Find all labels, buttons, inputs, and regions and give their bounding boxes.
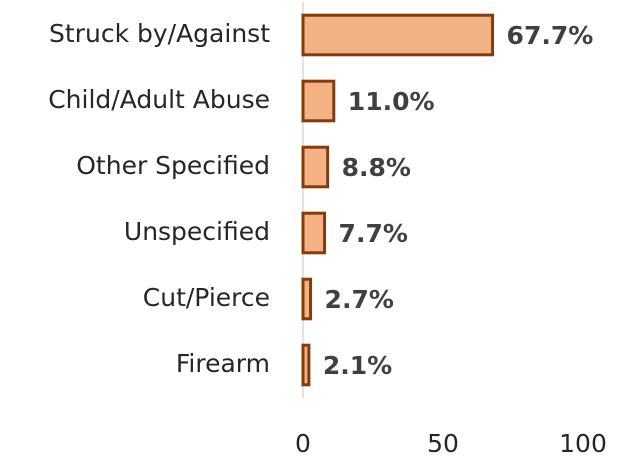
y-tick-label: Struck by/Against bbox=[49, 19, 270, 48]
y-tick-label: Other Specified bbox=[76, 151, 270, 180]
y-tick-label: Firearm bbox=[176, 349, 270, 378]
data-label: 2.7% bbox=[325, 285, 394, 314]
bar bbox=[301, 277, 313, 321]
bar bbox=[301, 211, 327, 255]
bar bbox=[301, 13, 495, 57]
y-tick-label: Unspecified bbox=[124, 217, 270, 246]
bar bbox=[301, 343, 311, 387]
data-label: 7.7% bbox=[339, 219, 408, 248]
x-tick-label: 0 bbox=[295, 429, 311, 458]
x-tick-label: 100 bbox=[559, 429, 607, 458]
bar bbox=[301, 145, 330, 189]
y-tick-label: Cut/Pierce bbox=[143, 283, 270, 312]
y-tick-label: Child/Adult Abuse bbox=[48, 85, 270, 114]
data-label: 11.0% bbox=[348, 87, 435, 116]
x-tick-label: 50 bbox=[427, 429, 459, 458]
bar bbox=[301, 79, 336, 123]
data-label: 2.1% bbox=[323, 351, 392, 380]
data-label: 8.8% bbox=[342, 153, 411, 182]
data-label: 67.7% bbox=[507, 21, 594, 50]
